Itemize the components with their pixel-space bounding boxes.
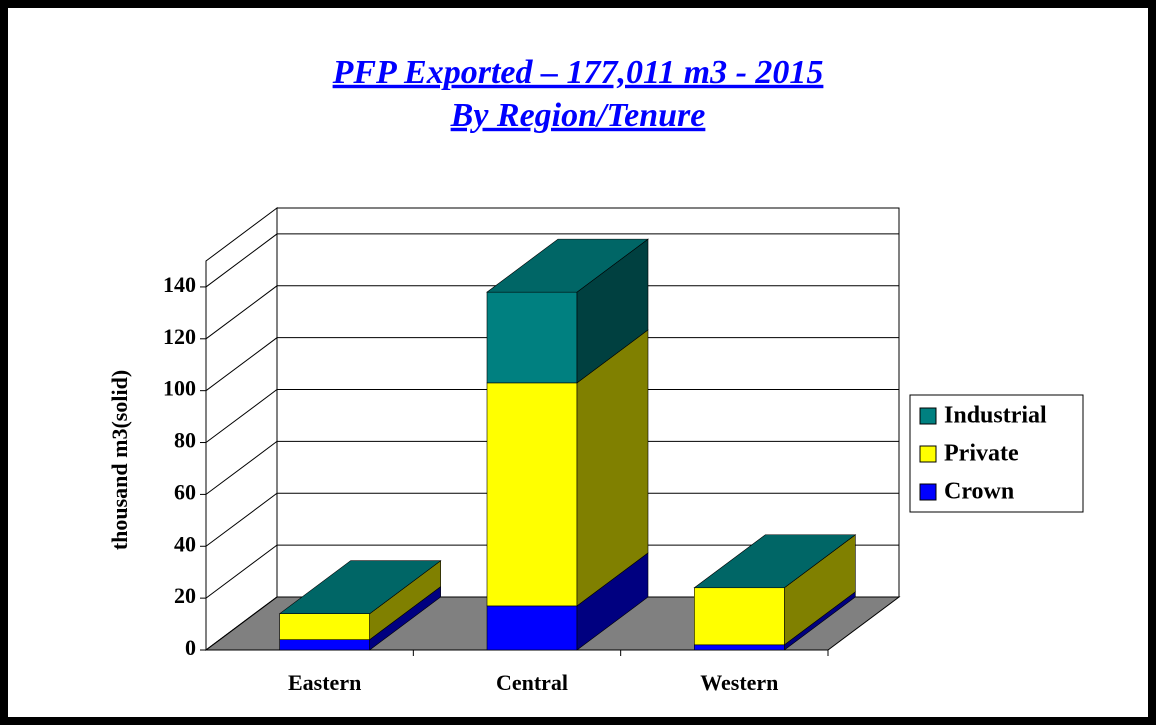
y-axis-label: thousand m3(solid) [107, 370, 132, 550]
bar-segment [694, 587, 785, 646]
chart-subtitle: By Region/Tenure [450, 97, 706, 134]
x-tick-label: Eastern [288, 670, 361, 695]
legend-label: Crown [944, 479, 1014, 505]
bar-segment [486, 605, 578, 651]
bar-segment [486, 382, 578, 607]
legend-label: Private [944, 441, 1019, 467]
y-tick-label: 140 [163, 272, 196, 297]
legend [909, 394, 1084, 513]
x-tick-label: Central [496, 670, 568, 695]
grid-line [205, 389, 899, 443]
y-tick-label: 20 [174, 583, 196, 608]
chart-title: PFP Exported – 177,011 m3 - 2015 [332, 54, 824, 91]
left-wall [205, 207, 278, 651]
grid-line [205, 440, 899, 495]
bar-segment [279, 639, 370, 651]
bar-segment [486, 291, 578, 384]
bar-top [693, 534, 857, 589]
y-tick-label: 80 [174, 428, 196, 453]
grid-line [205, 492, 899, 547]
grid-line [205, 233, 899, 288]
grid-line [205, 596, 899, 651]
grid-line [205, 337, 899, 392]
bar-segment [279, 613, 370, 640]
x-tick-label: Western [700, 670, 778, 695]
bar-segment [694, 644, 785, 651]
grid-line [205, 285, 899, 340]
legend-swatch [919, 445, 937, 463]
bar-top [278, 560, 442, 614]
y-tick-label: 40 [174, 531, 196, 556]
legend-label: Industrial [944, 403, 1047, 429]
y-tick-label: 0 [185, 635, 196, 660]
y-tick-label: 120 [163, 324, 196, 349]
legend-swatch [919, 483, 937, 501]
legend-swatch [919, 407, 937, 425]
bar-top [486, 238, 649, 293]
y-tick-label: 100 [163, 376, 196, 401]
grid-line [205, 544, 899, 599]
y-tick-label: 60 [174, 479, 196, 504]
